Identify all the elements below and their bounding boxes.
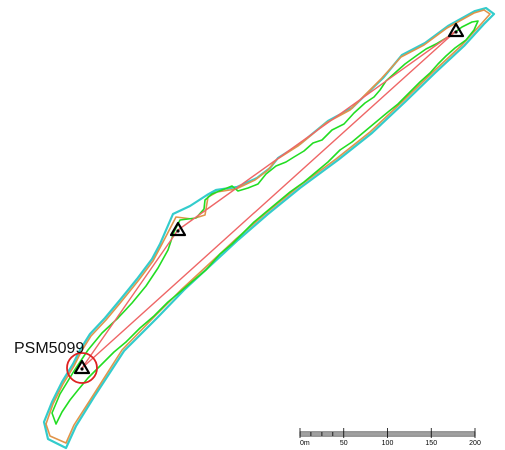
triangle-marker-icon xyxy=(169,221,187,237)
survey-mark-psm5099[interactable] xyxy=(66,352,98,384)
inner-boundary xyxy=(45,9,491,444)
mark-center-dot xyxy=(80,367,84,371)
scale-label: 50 xyxy=(340,440,348,447)
traverse-lines xyxy=(81,30,457,369)
triangle-marker-icon xyxy=(447,22,465,38)
scale-bar xyxy=(299,428,476,438)
scale-label: 150 xyxy=(425,440,437,447)
mark-center-dot xyxy=(176,229,180,233)
outer-boundary xyxy=(42,6,496,450)
survey-mark-label: PSM5099 xyxy=(14,340,85,357)
survey-mark-highlight-circle xyxy=(66,352,98,384)
scale-label: 100 xyxy=(382,440,394,447)
vegetation-line xyxy=(51,20,479,425)
traverse-line-a xyxy=(81,30,457,369)
scale-label: 200 xyxy=(469,440,481,447)
scale-labels: 0m 50 100 150 200 xyxy=(300,440,481,447)
traverse-line-c xyxy=(177,30,457,231)
survey-mark-top-right[interactable] xyxy=(447,22,465,38)
traverse-line-b xyxy=(81,229,179,369)
triangle-marker-icon xyxy=(73,359,91,375)
mark-center-dot xyxy=(454,30,458,34)
survey-mark-middle[interactable] xyxy=(169,221,187,237)
scale-label: 0m xyxy=(300,440,310,447)
